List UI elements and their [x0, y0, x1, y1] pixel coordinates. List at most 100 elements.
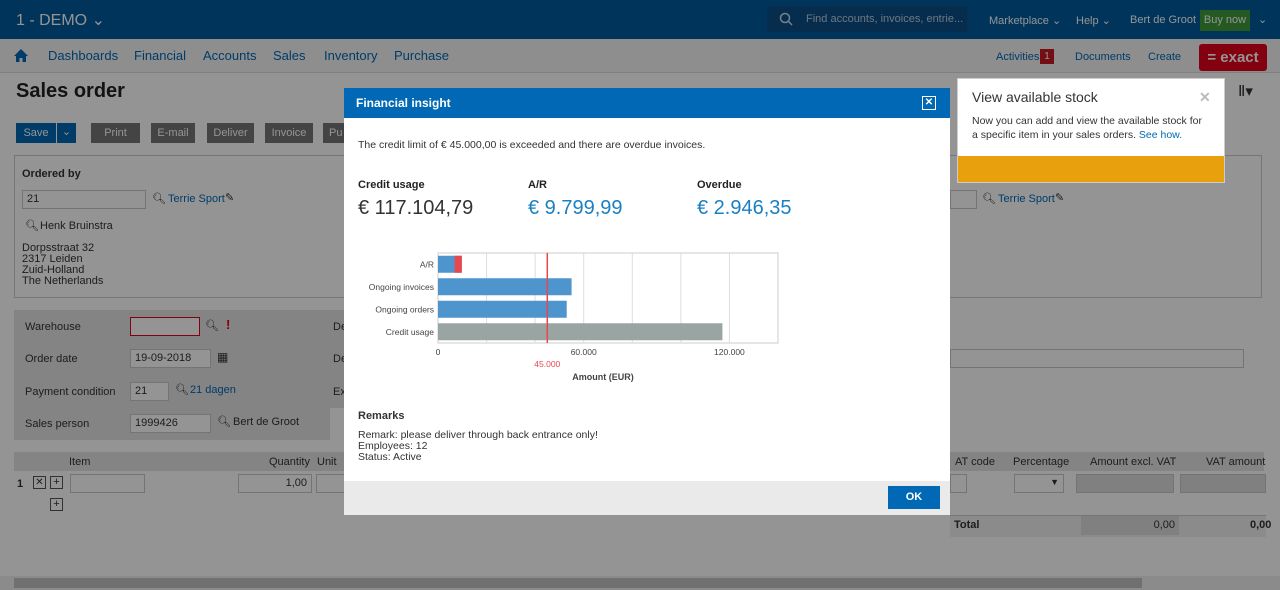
ar-value: € 9.799,99 [528, 197, 623, 219]
tooltip-footer [958, 156, 1224, 182]
dialog-footer: OK [344, 481, 950, 515]
close-icon[interactable]: ✕ [922, 96, 936, 110]
search-box[interactable]: Find accounts, invoices, entrie... [767, 6, 967, 32]
credit-usage-value: € 117.104,79 [358, 197, 474, 219]
tools-icon[interactable]: Ⅱ▾ [1238, 83, 1253, 100]
warehouse-field[interactable] [130, 317, 200, 336]
search-input[interactable]: Find accounts, invoices, entrie... [806, 13, 964, 25]
column-header-unit: Unit [317, 456, 337, 468]
save-button[interactable]: Save [16, 123, 56, 143]
lookup-icon[interactable]: 🔍︎ [205, 320, 219, 332]
home-icon[interactable] [13, 48, 29, 63]
overdue-value: € 2.946,35 [697, 197, 792, 219]
delivery-account-field[interactable] [950, 190, 977, 209]
search-icon [779, 12, 793, 26]
dialog-header: Financial insight ✕ [344, 88, 950, 118]
horizontal-scrollbar[interactable] [0, 576, 1280, 590]
payment-condition-link[interactable]: 21 dagen [190, 384, 236, 396]
bar [438, 278, 572, 296]
item-field[interactable] [70, 474, 145, 493]
percentage-select[interactable]: ▼ [1014, 474, 1064, 493]
account-name-link[interactable]: Terrie Sport [168, 193, 225, 205]
ordered-by-heading: Ordered by [22, 168, 81, 180]
close-icon[interactable]: ✕ [1199, 89, 1211, 105]
email-button[interactable]: E-mail [151, 123, 195, 143]
edit-icon[interactable]: ✎ [225, 192, 235, 204]
address-block: Dorpsstraat 32 2317 Leiden Zuid-Holland … [22, 243, 103, 287]
scrollbar-thumb[interactable] [14, 578, 1142, 588]
add-row-icon[interactable]: + [50, 476, 63, 489]
buy-now-button[interactable]: Buy now [1200, 10, 1250, 31]
row-number: 1 [17, 478, 24, 490]
column-header-vat-amount: VAT amount [1206, 456, 1266, 468]
lookup-icon[interactable]: 🔍︎ [217, 416, 231, 428]
sales-person-label: Sales person [25, 418, 90, 430]
vat-amount-field [1180, 474, 1266, 493]
column-header-vat-code: AT code [955, 456, 995, 468]
account-code-field[interactable]: 21 [22, 190, 146, 209]
save-dropdown-button[interactable]: ⌄ [57, 123, 76, 143]
quantity-field[interactable]: 1,00 [238, 474, 312, 493]
edit-icon[interactable]: ✎ [1055, 192, 1065, 204]
delete-row-icon[interactable]: ✕ [33, 476, 46, 489]
remark-line: Employees: 12 [358, 440, 428, 452]
nav-accounts[interactable]: Accounts [203, 48, 257, 63]
user-menu[interactable]: Bert de Groot [1130, 14, 1197, 26]
credit-limit-message: The credit limit of € 45.000,00 is excee… [358, 139, 706, 151]
remarks-block: Remark: please deliver through back entr… [358, 430, 598, 463]
nav-financial[interactable]: Financial [134, 48, 187, 63]
invoice-button[interactable]: Invoice [265, 123, 313, 143]
category-label: Credit usage [386, 327, 434, 337]
create-link[interactable]: Create [1148, 51, 1182, 63]
company-switcher[interactable]: 1 - DEMO ⌄ [16, 10, 105, 30]
remark-line: Remark: please deliver through back entr… [358, 429, 598, 441]
order-date-field[interactable]: 19-09-2018 [130, 349, 211, 368]
activities-badge: 1 [1040, 49, 1054, 64]
financial-insight-dialog: Financial insight ✕ The credit limit of … [344, 88, 950, 515]
chevron-down-icon[interactable]: ⌄ [1258, 14, 1268, 26]
description-field[interactable] [950, 349, 1244, 368]
lookup-icon[interactable]: 🔍︎ [25, 220, 39, 232]
address-line: 2317 Leiden [22, 253, 83, 265]
nav-purchase[interactable]: Purchase [394, 48, 449, 63]
help-menu[interactable]: Help ⌄ [1076, 15, 1111, 27]
payment-condition-field[interactable]: 21 [130, 382, 169, 401]
ok-button[interactable]: OK [888, 486, 940, 509]
total-label: Total [954, 519, 980, 531]
nav-dashboards[interactable]: Dashboards [48, 48, 119, 63]
tooltip-text: Now you can add and view the available s… [972, 115, 1202, 141]
contact-name: Henk Bruinstra [40, 220, 113, 232]
marketplace-menu[interactable]: Marketplace ⌄ [989, 15, 1062, 27]
more-actions-button[interactable]: Pu [323, 123, 345, 143]
sales-person-field[interactable]: 1999426 [130, 414, 211, 433]
vat-code-field[interactable] [950, 474, 967, 493]
sales-person-name: Bert de Groot [233, 416, 300, 428]
calendar-icon[interactable]: ▦ [217, 350, 229, 364]
delivery-account-link[interactable]: Terrie Sport [998, 193, 1055, 205]
add-line-icon[interactable]: + [50, 498, 63, 511]
warehouse-label: Warehouse [25, 321, 81, 333]
overdue-label: Overdue [697, 179, 742, 191]
category-label: A/R [420, 259, 434, 269]
x-tick-label: 60.000 [571, 347, 597, 357]
nav-inventory[interactable]: Inventory [324, 48, 378, 63]
column-header-amount-excl-vat: Amount excl. VAT [1090, 456, 1177, 468]
external-ref-label: Ex [333, 386, 346, 398]
marketplace-label: Marketplace [989, 15, 1049, 27]
main-nav [0, 39, 1280, 73]
lookup-icon[interactable]: 🔍︎ [152, 193, 166, 205]
lookup-icon[interactable]: 🔍︎ [982, 193, 996, 205]
page-title: Sales order [16, 80, 125, 102]
help-label: Help [1076, 15, 1099, 27]
documents-link[interactable]: Documents [1075, 51, 1131, 63]
financial-bar-chart: A/R Ongoing invoices Ongoing orders Credit … [369, 252, 779, 382]
bar [438, 300, 567, 318]
order-date-label: Order date [25, 353, 78, 365]
print-button[interactable]: Print [91, 123, 140, 143]
see-how-link[interactable]: See how. [1138, 129, 1183, 141]
activities-link[interactable]: Activities [996, 51, 1040, 63]
lookup-icon[interactable]: 🔍︎ [175, 384, 189, 396]
nav-sales[interactable]: Sales [273, 48, 306, 63]
tooltip-title: View available stock [972, 89, 1098, 105]
deliver-button[interactable]: Deliver [207, 123, 254, 143]
